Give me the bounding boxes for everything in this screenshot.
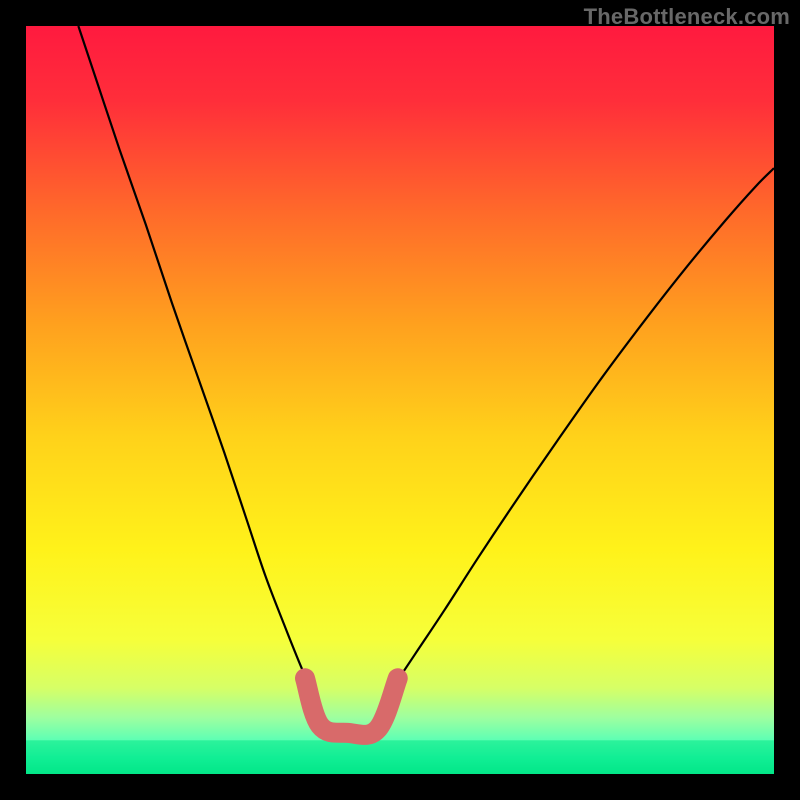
green-band [26, 740, 774, 774]
gradient-background [26, 26, 774, 774]
chart-frame: TheBottleneck.com [0, 0, 800, 800]
plot-area [26, 26, 774, 774]
watermark-text: TheBottleneck.com [584, 4, 790, 30]
plot-svg [26, 26, 774, 774]
